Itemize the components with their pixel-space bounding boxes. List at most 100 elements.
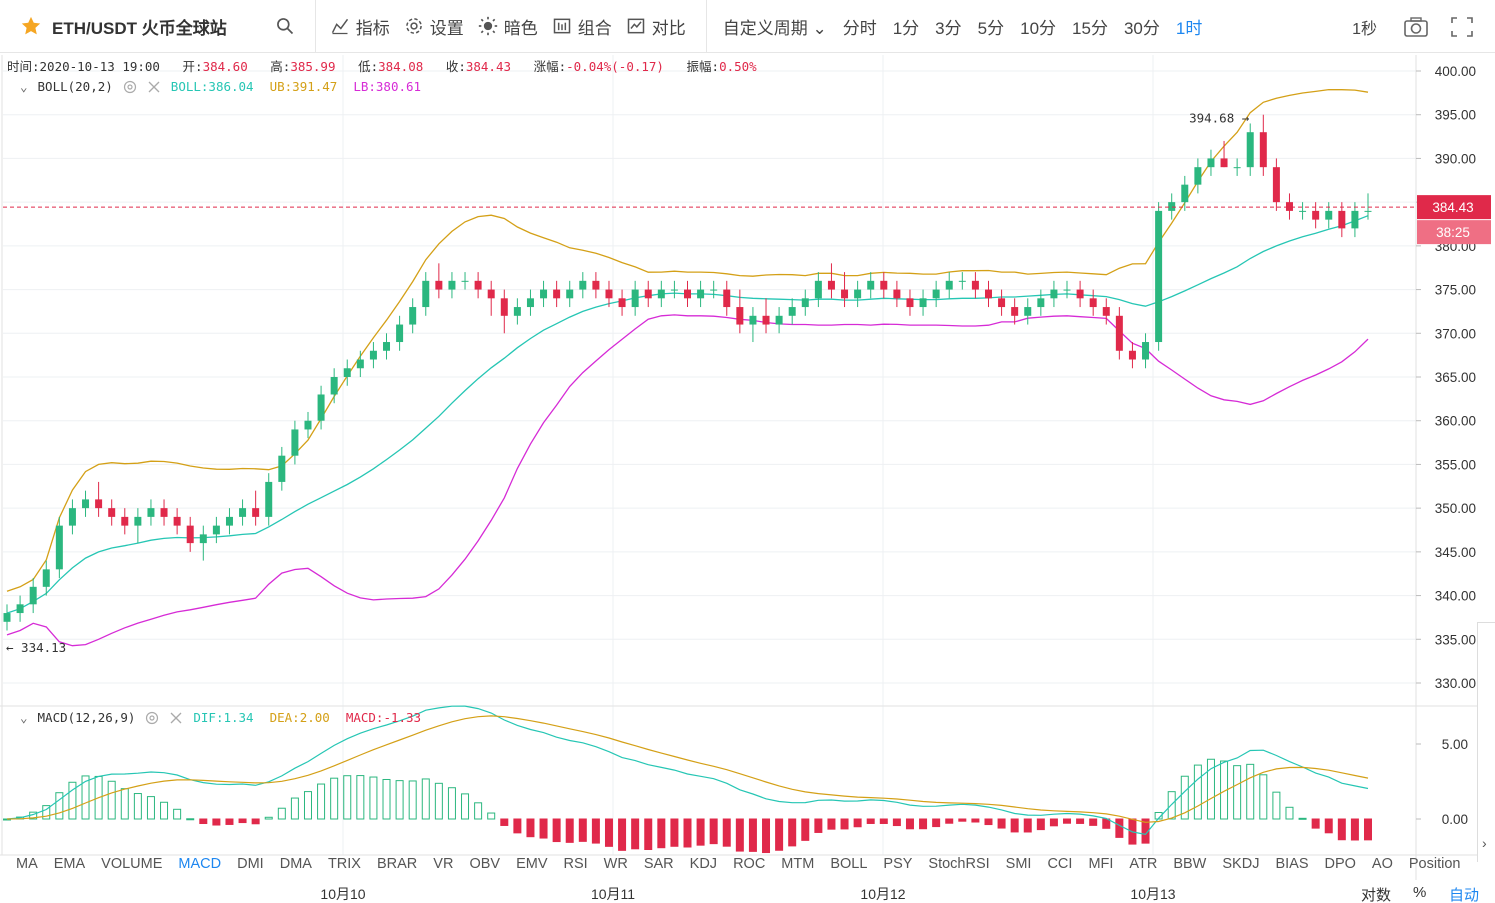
fullscreen-icon[interactable] [1449,15,1475,39]
settings-icon[interactable] [145,711,159,725]
period-5[interactable]: 10分 [1020,18,1057,38]
indicator-tab-ma[interactable]: MA [16,856,38,872]
indicator-tab-bias[interactable]: BIAS [1275,856,1309,872]
indicator-tab-kdj[interactable]: KDJ [689,856,718,872]
candle-body [239,508,247,517]
indicator-tab-dmi[interactable]: DMI [237,856,264,872]
macd-histogram-bar [238,818,247,824]
search-icon[interactable] [275,16,295,36]
indicator-tab-mfi[interactable]: MFI [1088,856,1114,872]
candle-body [827,280,835,290]
indicator-tab-stochrsi[interactable]: StochRSI [928,856,990,872]
candle-body [1076,289,1084,299]
candle-body [1168,202,1176,211]
candle-body [383,342,391,351]
settings-label: 设置 [429,18,464,38]
price-tag-bg [1417,195,1491,220]
symbol-title[interactable]: ETH/USDT 火币全球站 [52,18,227,38]
period-4[interactable]: 5分 [977,18,1005,38]
macd-histogram-bar [290,797,299,820]
indicator-tab-volume[interactable]: VOLUME [101,856,163,872]
price-tag: 384.43 [1432,200,1473,215]
indicator-tab-emv[interactable]: EMV [516,856,548,872]
indicator-tab-wr[interactable]: WR [603,856,628,872]
collapse-icon[interactable]: ⌄ [20,79,28,94]
macd-histogram-bar [709,818,718,845]
camera-icon[interactable] [1403,15,1429,39]
macd-histogram-bar [1180,775,1189,820]
indicator-tab-roc[interactable]: ROC [733,856,766,872]
candle-body [710,289,718,291]
macd-histogram-bar [631,818,640,850]
settings-button[interactable]: 设置 [404,14,464,39]
compare-button[interactable]: 对比 [626,14,686,39]
candle-body [1037,298,1045,308]
close-icon[interactable] [169,711,183,725]
indicator-tab-rsi[interactable]: RSI [563,856,588,872]
close-icon[interactable] [147,80,161,94]
indicator-tab-atr[interactable]: ATR [1129,856,1158,872]
indicator-tab-position[interactable]: Position [1408,856,1461,872]
candle-body [841,289,849,299]
indicator-tab-trix[interactable]: TRIX [327,856,361,872]
macd-histogram-bar [1246,763,1255,820]
candle-body [1142,342,1150,360]
indicator-tab-dpo[interactable]: DPO [1324,856,1356,872]
macd-histogram-bar [251,818,260,825]
indicator-tab-bbw[interactable]: BBW [1173,856,1207,872]
candle-body [265,481,273,517]
macd-histogram-bar [408,780,417,820]
indicator-tab-ema[interactable]: EMA [53,856,86,872]
indicator-tab-ao[interactable]: AO [1371,856,1393,872]
indicator-tab-macd[interactable]: MACD [178,856,222,872]
dark-mode-button[interactable]: 暗色 [478,14,538,39]
period-7[interactable]: 30分 [1123,18,1160,38]
layout-button[interactable]: 组合 [552,14,612,39]
candle-body [291,429,299,456]
period-8-active[interactable]: 1时 [1175,18,1203,38]
percent-scale-toggle[interactable]: % [1413,884,1427,901]
indicator-tab-psy[interactable]: PSY [883,856,913,872]
amp-label: 振幅: [686,59,720,74]
settings-icon[interactable] [123,80,137,94]
collapse-icon[interactable]: ⌄ [20,710,28,725]
sun-icon [478,16,497,36]
indicator-tab-smi[interactable]: SMI [1005,856,1032,872]
indicator-tab-cci[interactable]: CCI [1047,856,1073,872]
indicator-tab-brar[interactable]: BRAR [376,856,418,872]
macd-histogram-bar [382,778,391,820]
macd-histogram-bar [945,818,954,824]
period-3[interactable]: 3分 [935,18,962,38]
macd-histogram-bar [1141,818,1150,844]
indicator-tab-skdj[interactable]: SKDJ [1222,856,1260,872]
auto-scale-toggle[interactable]: 自动 [1449,887,1480,903]
candle-body [461,280,469,282]
macd-histogram-bar [1364,818,1372,841]
candle-body [330,377,338,395]
candle-body [1050,289,1058,299]
indicator-tab-mtm[interactable]: MTM [781,856,815,872]
period-1[interactable]: 分时 [842,18,877,38]
log-scale-toggle[interactable]: 对数 [1361,887,1392,903]
candle-body [684,289,691,299]
date-label: 10月12 [860,886,906,902]
right-scroll-handle[interactable]: › [1477,622,1495,862]
indicator-tab-dma[interactable]: DMA [279,856,312,872]
indicator-tab-sar[interactable]: SAR [643,856,674,872]
indicator-tab-obv[interactable]: OBV [469,856,501,872]
indicator-tab-boll[interactable]: BOLL [830,856,868,872]
custom-period-dropdown[interactable]: 自定义周期 ⌄ [722,18,827,38]
macd-histogram-bar [186,818,195,821]
refresh-rate[interactable]: 1秒 [1352,20,1377,38]
candle-body [762,315,770,325]
price-axis-label: 400.00 [1435,64,1476,79]
macd-axis-label: 5.00 [1442,737,1468,752]
indicator-tab-vr[interactable]: VR [433,856,454,872]
candle-body [317,394,325,421]
star-icon[interactable] [20,15,42,37]
candle-body [160,508,168,517]
indicator-button[interactable]: 指标 [330,14,390,39]
period-2[interactable]: 1分 [892,18,920,38]
period-6[interactable]: 15分 [1072,18,1108,38]
